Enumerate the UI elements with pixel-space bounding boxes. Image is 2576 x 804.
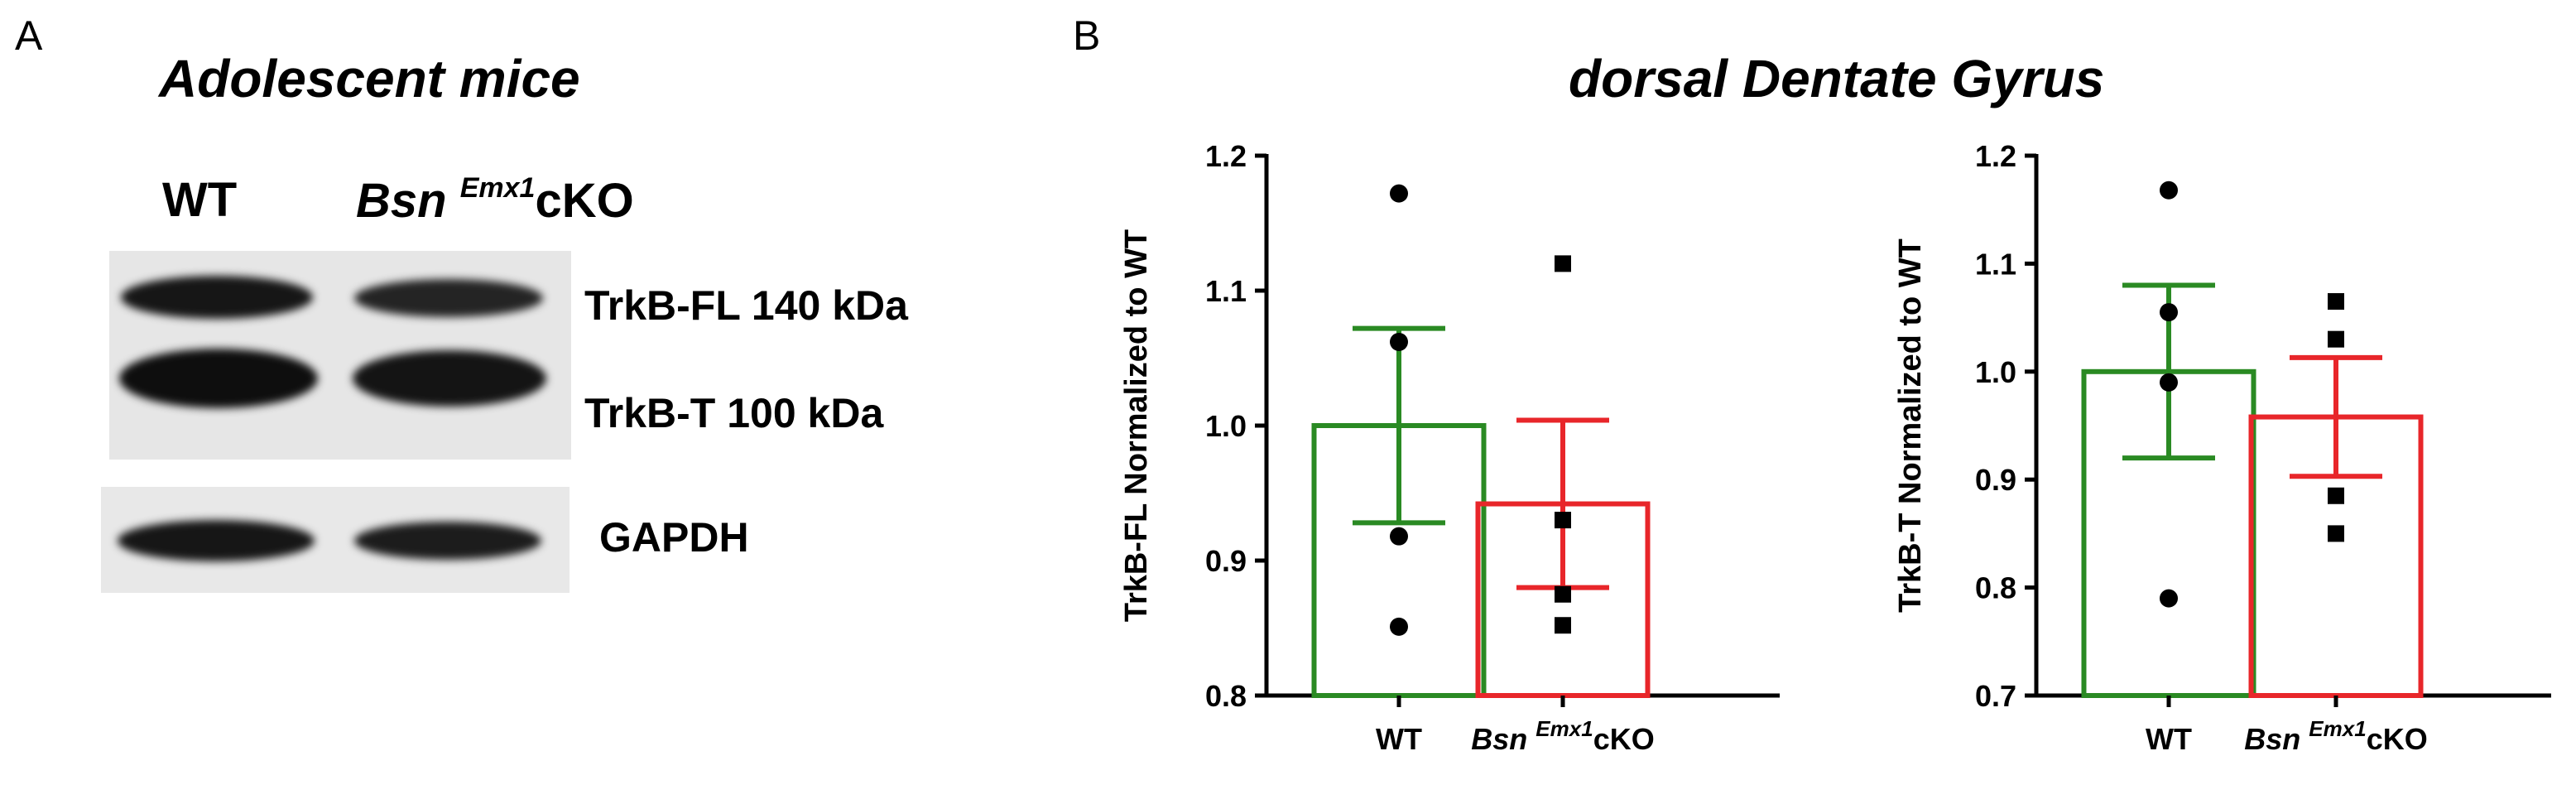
chart-trkb-t: 0.7 0.8 0.9 1.0 1.1 1.2 TrkB-T Normalized to W…: [1893, 139, 2551, 756]
y-tick-label: 1.2: [1205, 139, 1247, 173]
data-point-circle: [2160, 303, 2178, 322]
data-point-square: [2328, 525, 2344, 542]
panel-b-title: dorsal Dentate Gyrus: [1569, 49, 2105, 108]
y-tick-label: 1.2: [1975, 139, 2016, 173]
data-point-square: [2328, 330, 2344, 348]
y-tick-label: 1.0: [1205, 409, 1247, 443]
x-category-label: WT: [1376, 722, 1422, 756]
data-point-circle: [2160, 181, 2178, 200]
data-point-circle: [1390, 527, 1408, 546]
data-point-square: [1555, 512, 1571, 529]
data-point-square: [1555, 585, 1571, 603]
lane-label-cko: Bsn Emx1cKO: [356, 172, 634, 229]
data-point-circle: [1390, 617, 1408, 636]
data-point-square: [1555, 617, 1571, 634]
gapdh-band-cko: [354, 522, 541, 560]
gapdh-band-wt: [118, 520, 315, 561]
trkb-blot-image: [109, 251, 571, 460]
y-tick-label: 1.1: [1205, 274, 1247, 308]
y-axis-label: TrkB-T Normalized to WT: [1893, 238, 1928, 613]
panel-b-letter: B: [1073, 12, 1101, 59]
x-category-label: WT: [2146, 722, 2192, 756]
y-tick-label: 0.9: [1205, 544, 1247, 578]
panel-a-title: Adolescent mice: [159, 49, 580, 108]
chart-trkb-fl: 0.8 0.9 1.0 1.1 1.2 TrkB-FL Normalized to WT W…: [1119, 139, 1780, 756]
data-point-circle: [2160, 589, 2178, 608]
lane-label-wt: WT: [162, 173, 238, 227]
data-point-square: [2328, 293, 2344, 311]
band-label-trkb-t: TrkB-T 100 kDa: [584, 390, 884, 436]
band-label-gapdh: GAPDH: [599, 514, 749, 561]
y-tick-label: 1.0: [1975, 355, 2016, 389]
data-point-square: [1555, 255, 1571, 272]
y-tick-label: 1.1: [1975, 247, 2016, 281]
y-tick-label: 0.7: [1975, 679, 2016, 713]
data-point-circle: [1390, 184, 1408, 203]
trkb-t-band-cko: [353, 350, 546, 407]
data-point-square: [2328, 487, 2344, 504]
gapdh-blot-image: [101, 487, 570, 593]
lane-label-cko-gene: Bsn: [356, 174, 447, 228]
x-category-label: Bsn Emx1cKO: [1471, 716, 1654, 756]
lane-label-cko-driver: Emx1: [459, 172, 536, 204]
data-point-circle: [1390, 332, 1408, 351]
trkb-fl-band-wt: [121, 276, 313, 319]
x-category-label: Bsn Emx1cKO: [2244, 716, 2427, 756]
trkb-fl-band-cko: [354, 279, 543, 317]
data-point-circle: [2160, 373, 2178, 392]
trkb-t-band-wt: [119, 349, 318, 408]
y-tick-label: 0.8: [1205, 679, 1247, 713]
panel-a-letter: A: [15, 12, 43, 59]
lane-label-cko-suffix: cKO: [535, 174, 634, 228]
y-tick-label: 0.9: [1975, 463, 2016, 497]
band-label-trkb-fl: TrkB-FL 140 kDa: [584, 282, 908, 329]
y-tick-label: 0.8: [1975, 571, 2016, 605]
y-axis-label: TrkB-FL Normalized to WT: [1119, 229, 1154, 622]
